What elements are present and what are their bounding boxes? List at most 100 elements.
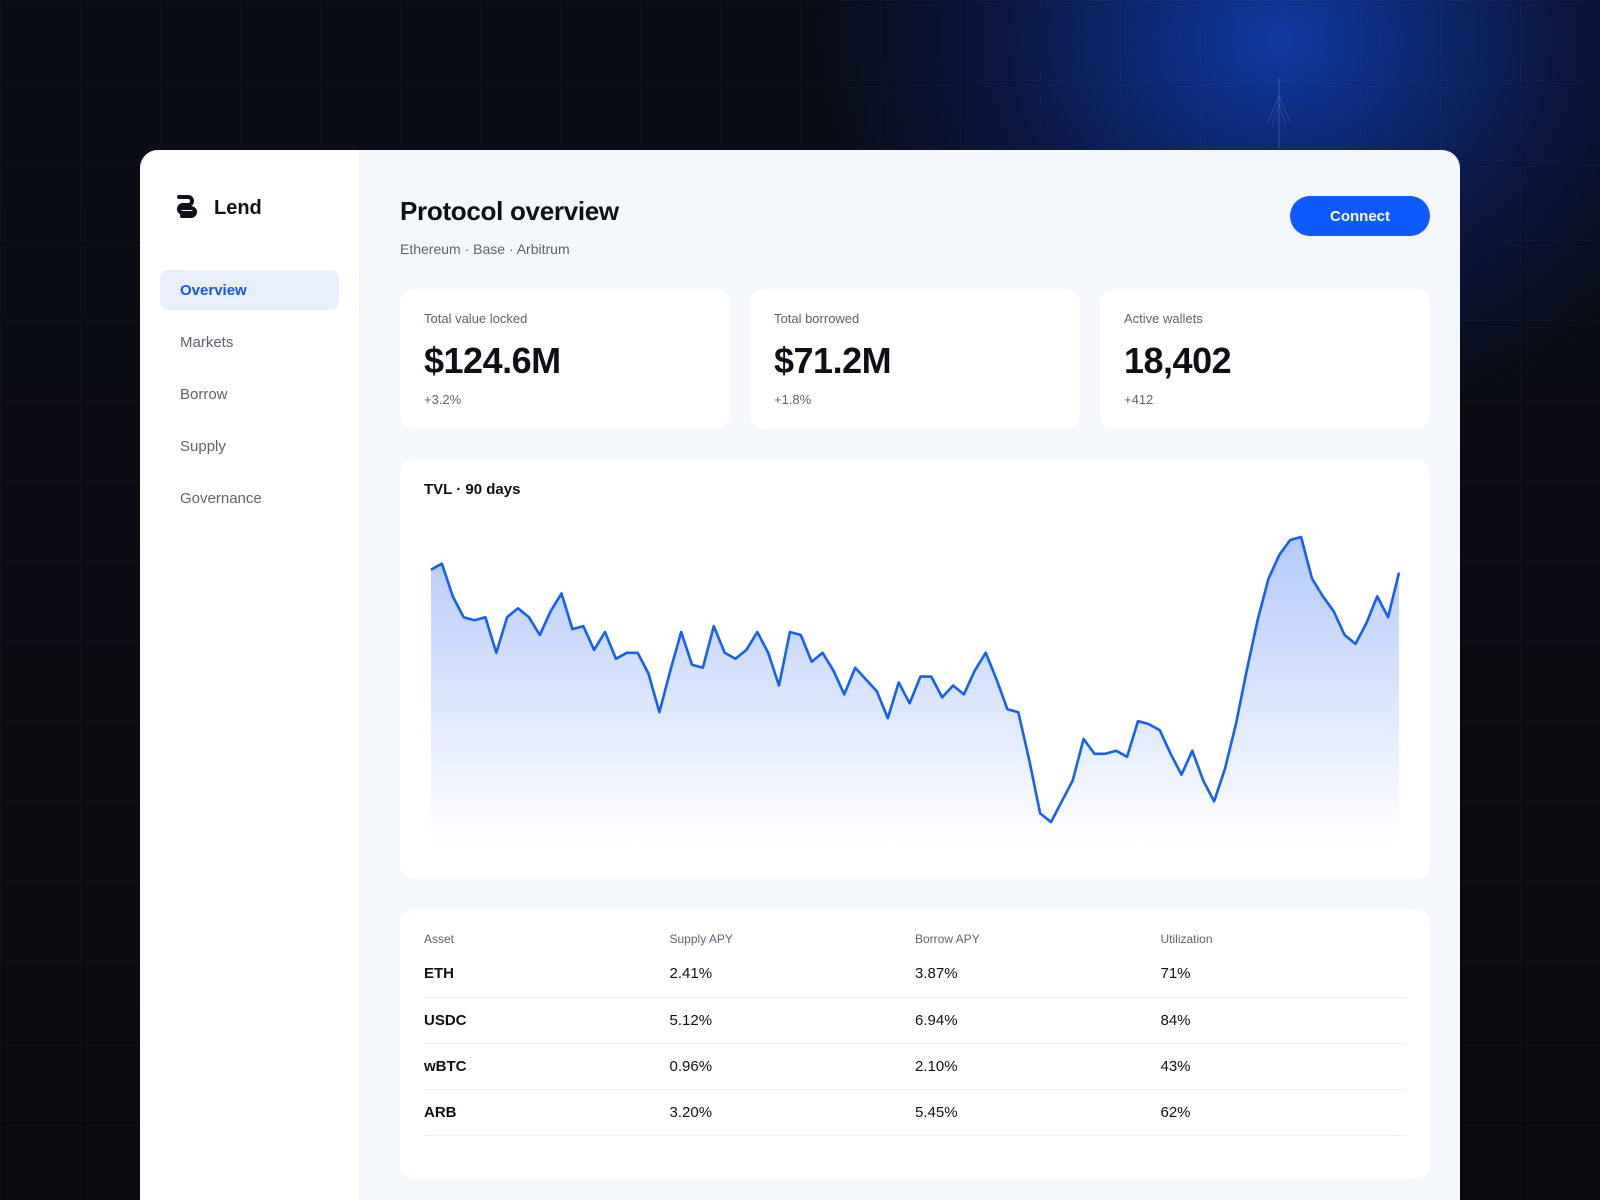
tvl-point	[797, 631, 805, 639]
tvl-line	[430, 535, 1400, 824]
tvl-point	[960, 690, 968, 698]
tvl-point	[906, 699, 914, 707]
supply-apy-cell: 0.96%	[669, 1043, 915, 1090]
asset-cell: wBTC	[424, 1043, 670, 1090]
tvl-point	[840, 690, 848, 698]
tvl-point	[938, 693, 946, 701]
tvl-point	[1352, 640, 1360, 648]
stat-card-tvl: Total value locked $124.6M +3.2%	[400, 289, 730, 429]
tvl-point	[568, 625, 576, 633]
tvl-point	[655, 708, 663, 716]
tvl-point	[1297, 533, 1305, 541]
sidebar-nav: Overview Markets Borrow Supply Governanc…	[160, 270, 339, 518]
tvl-point	[1254, 616, 1262, 624]
tvl-point	[732, 655, 740, 663]
page-header: Protocol overview Ethereum · Base · Arbi…	[400, 196, 1430, 257]
tvl-point	[927, 673, 935, 681]
sidebar-item-governance[interactable]: Governance	[180, 489, 262, 507]
tvl-point	[666, 667, 674, 675]
tvl-point	[1058, 797, 1066, 805]
tvl-point	[699, 664, 707, 672]
tvl-point	[1319, 592, 1327, 600]
tvl-chart	[430, 533, 1400, 844]
stat-label: Active wallets	[1124, 311, 1203, 326]
tvl-point	[514, 604, 522, 612]
tvl-point	[590, 646, 598, 654]
sidebar-item-markets[interactable]: Markets	[180, 333, 234, 351]
sidebar-item-supply[interactable]: Supply	[180, 437, 226, 455]
tvl-point	[721, 649, 729, 657]
tvl-point	[829, 667, 837, 675]
tvl-point	[547, 607, 555, 615]
tvl-point	[1341, 631, 1349, 639]
column-header-borrow-apy[interactable]: Borrow APY	[915, 932, 980, 946]
utilization-cell: 84%	[1160, 997, 1406, 1044]
lend-logo-icon	[177, 195, 197, 218]
stat-label: Total borrowed	[774, 311, 860, 326]
sidebar-item-borrow[interactable]: Borrow	[180, 385, 228, 403]
tvl-point	[1014, 708, 1022, 716]
tvl-point	[1134, 717, 1142, 725]
tvl-point	[949, 682, 957, 690]
tvl-point	[623, 649, 631, 657]
brand[interactable]: Lend	[160, 194, 339, 222]
stat-card-wallets: Active wallets 18,402 +412	[1100, 289, 1430, 429]
main-content: Protocol overview Ethereum · Base · Arbi…	[360, 150, 1460, 1200]
stat-delta: +3.2%	[424, 392, 462, 407]
tvl-point	[1003, 705, 1011, 713]
tvl-point	[1308, 575, 1316, 583]
tvl-point	[808, 658, 816, 666]
brand-name: Lend	[214, 196, 262, 219]
column-header-supply-apy[interactable]: Supply APY	[669, 932, 733, 946]
connect-button[interactable]: Connect	[1290, 196, 1430, 236]
column-header-utilization[interactable]: Utilization	[1160, 932, 1213, 946]
tvl-point	[742, 646, 750, 654]
tvl-point	[1123, 753, 1131, 761]
borrow-apy-cell: 5.45%	[915, 1089, 1161, 1136]
tvl-point	[1188, 747, 1196, 755]
table-row[interactable]: ETH 2.41% 3.87% 71%	[424, 951, 1406, 998]
tvl-point	[1373, 592, 1381, 600]
borrow-apy-cell: 6.94%	[915, 997, 1161, 1044]
tvl-point	[982, 649, 990, 657]
tvl-point	[884, 714, 892, 722]
table-row[interactable]: ARB 3.20% 5.45% 62%	[424, 1089, 1406, 1136]
tvl-point	[710, 622, 718, 630]
tvl-point	[1199, 777, 1207, 785]
tvl-point	[579, 622, 587, 630]
tvl-point	[993, 676, 1001, 684]
sidebar-item-overview[interactable]: Overview	[160, 270, 339, 310]
beacon-icon	[1267, 78, 1291, 148]
tvl-point	[601, 628, 609, 636]
tvl-point	[775, 682, 783, 690]
tvl-point	[634, 649, 642, 657]
stat-delta: +412	[1124, 392, 1154, 407]
tvl-point	[1101, 750, 1109, 758]
tvl-point	[819, 649, 827, 657]
tvl-point	[1025, 756, 1033, 764]
tvl-point	[1069, 777, 1077, 785]
tvl-point	[503, 613, 511, 621]
table-row[interactable]: wBTC 0.96% 2.10% 43%	[424, 1043, 1406, 1090]
stat-value: $71.2M	[774, 340, 892, 381]
asset-cell: ETH	[424, 951, 670, 998]
tvl-point	[1395, 569, 1400, 577]
markets-table: Asset Supply APY Borrow APY Utilization …	[424, 931, 1406, 1136]
tvl-point	[449, 592, 457, 600]
tvl-point	[1265, 575, 1273, 583]
asset-cell: USDC	[424, 997, 670, 1044]
tvl-point	[1080, 735, 1088, 743]
tvl-point	[1330, 607, 1338, 615]
tvl-point	[851, 664, 859, 672]
tvl-point	[916, 673, 924, 681]
tvl-point	[862, 676, 870, 684]
table-row[interactable]: USDC 5.12% 6.94% 84%	[424, 997, 1406, 1044]
tvl-point	[471, 616, 479, 624]
utilization-cell: 43%	[1160, 1043, 1406, 1090]
markets-table-card: Asset Supply APY Borrow APY Utilization …	[400, 909, 1430, 1179]
column-header-asset[interactable]: Asset	[424, 932, 455, 946]
asset-cell: ARB	[424, 1089, 670, 1136]
app-window: Lend Overview Markets Borrow Supply Gove…	[140, 150, 1460, 1200]
stats-row: Total value locked $124.6M +3.2% Total b…	[400, 289, 1430, 429]
stat-card-borrowed: Total borrowed $71.2M +1.8%	[750, 289, 1080, 429]
